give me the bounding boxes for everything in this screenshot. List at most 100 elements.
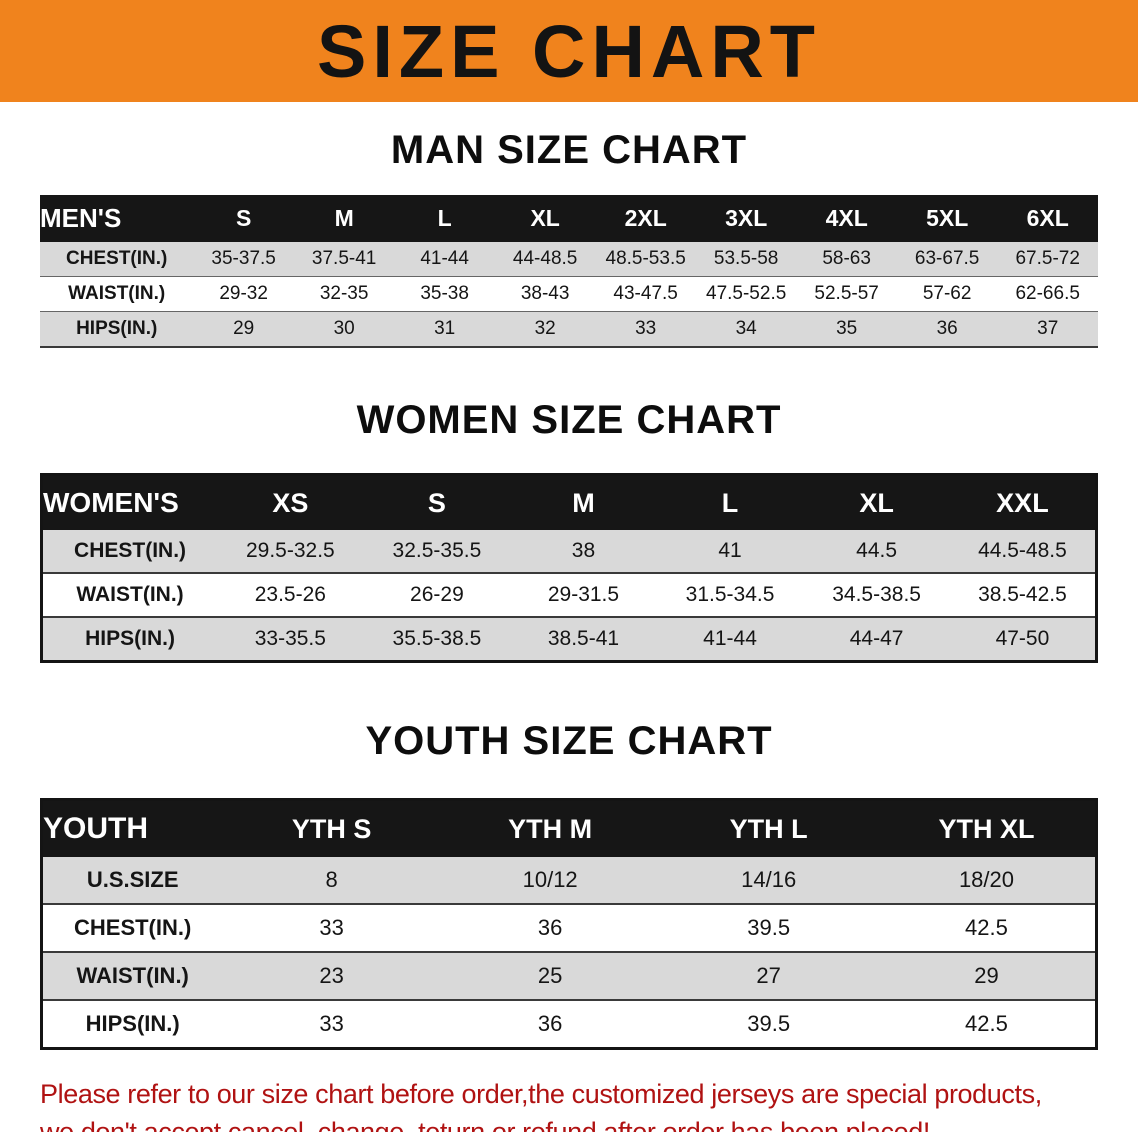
measurement-row: WAIST(IN.) 29-32 32-35 35-38 38-43 43-47.5 47.… bbox=[40, 277, 1098, 312]
size-column-header: 4XL bbox=[796, 195, 897, 242]
size-value: 29 bbox=[974, 963, 999, 988]
men-size-table: MEN'S S M L XL 2XL 3XL 4XL 5XL 6XL CHEST(IN.) 35-37… bbox=[40, 195, 1098, 348]
size-value: 37.5-41 bbox=[311, 248, 377, 269]
size-value: 44-48.5 bbox=[512, 248, 578, 269]
size-value: 37 bbox=[1037, 318, 1059, 339]
men-section-title: MAN SIZE CHART bbox=[390, 128, 748, 172]
size-value: 29-31.5 bbox=[547, 583, 620, 606]
size-value: 42.5 bbox=[965, 1011, 1008, 1036]
size-value: 44.5 bbox=[856, 539, 898, 562]
size-value: 34 bbox=[735, 318, 757, 339]
size-value: 47.5-52.5 bbox=[706, 283, 787, 304]
youth-section: YOUTH SIZE CHART YOUTH YTH S YTH M YTH L YTH… bbox=[0, 719, 1138, 1050]
row-label: WAIST(IN.) bbox=[76, 963, 189, 988]
row-label: CHEST(IN.) bbox=[74, 915, 192, 940]
size-value: 52.5-57 bbox=[814, 283, 879, 304]
size-value: 30 bbox=[333, 318, 355, 339]
size-value: 18/20 bbox=[958, 867, 1014, 892]
size-value: 33 bbox=[319, 1011, 344, 1036]
size-value: 36 bbox=[936, 318, 958, 339]
size-column-header: XS bbox=[217, 474, 364, 530]
size-value: 32.5-35.5 bbox=[392, 539, 482, 562]
size-value: 43-47.5 bbox=[613, 283, 678, 304]
row-label: CHEST(IN.) bbox=[74, 539, 187, 562]
size-value: 35-37.5 bbox=[211, 248, 276, 269]
table-header-row: MEN'S S M L XL 2XL 3XL 4XL 5XL 6XL bbox=[40, 195, 1098, 242]
size-value: 41-44 bbox=[703, 627, 757, 650]
youth-size-table: YOUTH YTH S YTH M YTH L YTH XL U.S.SIZE 8 10/12… bbox=[40, 798, 1098, 1050]
size-value: 36 bbox=[537, 1011, 563, 1036]
size-column-header: 6XL bbox=[997, 195, 1098, 242]
size-column-header: M bbox=[510, 474, 657, 530]
row-label: HIPS(IN.) bbox=[76, 318, 158, 339]
size-column-header: S bbox=[363, 474, 511, 530]
page-title: SIZE CHART bbox=[317, 9, 821, 93]
size-value: 38-43 bbox=[520, 283, 570, 304]
size-value: 41 bbox=[718, 539, 742, 562]
size-value: 29-32 bbox=[219, 283, 268, 304]
size-value: 10/12 bbox=[522, 867, 578, 892]
size-value: 35 bbox=[836, 318, 858, 339]
row-label: U.S.SIZE bbox=[86, 867, 179, 892]
size-column-header: YTH S bbox=[222, 799, 441, 857]
table-corner-label: MEN'S bbox=[40, 195, 194, 242]
men-table: MEN'S S M L XL 2XL 3XL 4XL 5XL 6XL CHEST(IN.) 35-37… bbox=[40, 195, 1098, 348]
table-corner-label: WOMEN'S bbox=[41, 474, 218, 530]
size-value: 33 bbox=[319, 915, 344, 940]
size-column-header: XXL bbox=[949, 474, 1097, 530]
size-column-header: M bbox=[293, 195, 395, 242]
size-column-header: YTH M bbox=[440, 799, 660, 857]
men-section: MAN SIZE CHART MEN'S S M L XL 2XL 3XL 4XL 5XL 6XL… bbox=[0, 128, 1138, 348]
size-column-header: XL bbox=[803, 474, 950, 530]
size-value: 32-35 bbox=[319, 283, 369, 304]
size-column-header: S bbox=[193, 195, 294, 242]
size-column-header: XL bbox=[494, 195, 596, 242]
measurement-row: CHEST(IN.) 33 36 39.5 42.5 bbox=[41, 904, 1097, 952]
measurement-row: CHEST(IN.) 35-37.5 37.5-41 41-44 44-48.5 48.5… bbox=[40, 242, 1098, 277]
table-header-row: YOUTH YTH S YTH M YTH L YTH XL bbox=[41, 799, 1097, 857]
size-value: 25 bbox=[537, 963, 563, 988]
size-value: 27 bbox=[756, 963, 781, 988]
size-value: 36 bbox=[537, 915, 563, 940]
size-value: 23.5-26 bbox=[254, 583, 326, 606]
row-label: WAIST(IN.) bbox=[76, 583, 184, 606]
measurement-row: WAIST(IN.) 23.5-26 26-29 29-31.5 31.5-34.5 34… bbox=[41, 573, 1097, 617]
size-column-header: 5XL bbox=[896, 195, 998, 242]
size-column-header: L bbox=[656, 474, 804, 530]
size-value: 8 bbox=[325, 867, 338, 892]
size-value: 31.5-34.5 bbox=[685, 583, 775, 606]
size-value: 38.5-42.5 bbox=[978, 583, 1067, 606]
size-value: 63-67.5 bbox=[914, 248, 980, 269]
size-value: 41-44 bbox=[420, 248, 469, 269]
disclaimer-line-2: we don't accept cancel, change, teturn o… bbox=[40, 1116, 930, 1132]
row-label: HIPS(IN.) bbox=[85, 627, 175, 650]
size-column-header: 3XL bbox=[695, 195, 797, 242]
size-value: 57-62 bbox=[922, 283, 972, 304]
size-value: 39.5 bbox=[747, 1011, 791, 1036]
youth-section-title: YOUTH SIZE CHART bbox=[365, 719, 773, 763]
size-value: 44.5-48.5 bbox=[978, 539, 1067, 562]
size-value: 33 bbox=[635, 318, 657, 339]
size-value: 33-35.5 bbox=[254, 627, 326, 650]
size-value: 35-38 bbox=[420, 283, 469, 304]
measurement-row: U.S.SIZE 8 10/12 14/16 18/20 bbox=[41, 857, 1097, 904]
measurement-row: HIPS(IN.) 33 36 39.5 42.5 bbox=[41, 1000, 1097, 1049]
size-value: 14/16 bbox=[741, 867, 797, 892]
size-value: 39.5 bbox=[747, 915, 791, 940]
size-value: 44-47 bbox=[849, 627, 904, 650]
women-section-title: WOMEN SIZE CHART bbox=[356, 398, 782, 442]
measurement-row: WAIST(IN.) 23 25 27 29 bbox=[41, 952, 1097, 1000]
size-value: 38 bbox=[571, 539, 596, 562]
table-header-row: WOMEN'S XS S M L XL XXL bbox=[41, 474, 1097, 530]
disclaimer-line-1: Please refer to our size chart before or… bbox=[40, 1079, 1042, 1109]
measurement-row: HIPS(IN.) 33-35.5 35.5-38.5 38.5-41 41-44 44-… bbox=[41, 617, 1097, 662]
disclaimer-note: Please refer to our size chart before or… bbox=[0, 1076, 1138, 1132]
row-label: HIPS(IN.) bbox=[85, 1011, 180, 1036]
size-value: 23 bbox=[319, 963, 344, 988]
row-label: WAIST(IN.) bbox=[68, 283, 166, 304]
size-value: 67.5-72 bbox=[1015, 248, 1080, 269]
size-column-header: YTH L bbox=[659, 799, 878, 857]
size-value: 42.5 bbox=[965, 915, 1008, 940]
size-value: 58-63 bbox=[822, 248, 871, 269]
